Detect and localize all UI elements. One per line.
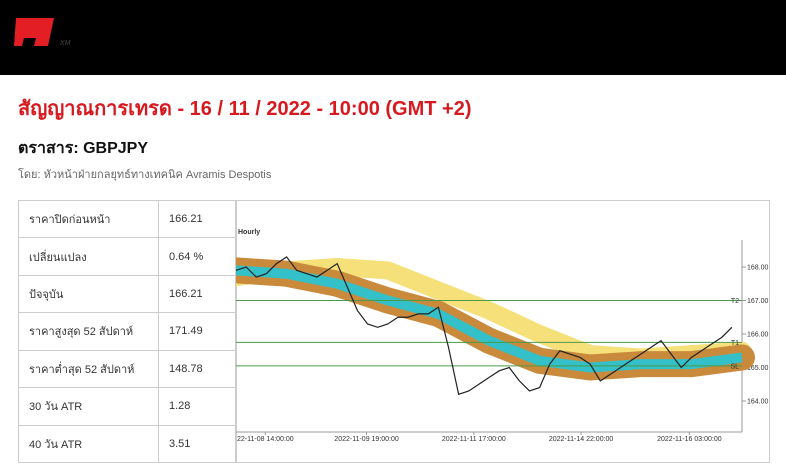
value-cell: 171.49 [158,312,236,351]
table-row: ราคาปิดก่อนหน้า 166.21 [18,199,236,239]
x-tick-label: 22-11-08 14:00:00 [237,436,294,443]
x-tick-label: 2022-11-16 03:00:00 [657,436,722,443]
x-tick-label: 2022-11-14 22:00:00 [549,436,614,443]
band-core [236,265,743,373]
header-bar: XM [0,0,786,75]
value-cell: 0.64 % [158,237,236,276]
value-cell: 166.21 [158,199,236,239]
x-tick-label: 2022-11-09 19:00:00 [334,436,399,443]
table-row: ปัจจุบัน 166.21 [18,274,236,314]
instrument: ตราสาร: GBPJPY [18,140,148,157]
value-cell: 3.51 [158,424,236,464]
table-row: เปลี่ยนแปลง 0.64 % [18,237,236,276]
label-cell: เปลี่ยนแปลง [18,237,159,276]
chart: Hourly 164.00 165.00 166.00 167.00 168.00 22-1… [236,200,770,463]
label-cell: ปัจจุบัน [18,274,159,314]
level-label: T1 [731,340,739,347]
label-cell: ราคาสูงสุด 52 สัปดาห์ [18,312,159,351]
y-tick-label: 165.00 [747,365,769,372]
y-tick-label: 167.00 [747,298,769,305]
value-cell: 148.78 [158,349,236,389]
label-cell: 40 วัน ATR [18,424,159,464]
y-tick-label: 166.00 [747,332,769,339]
logo-icon [14,18,54,46]
table-row: ราคาต่ำสุด 52 สัปดาห์ 148.78 [18,349,236,389]
label-cell: ราคาต่ำสุด 52 สัปดาห์ [18,349,159,389]
chart-frame [236,200,770,463]
table-row: 30 วัน ATR 1.28 [18,387,236,426]
label-cell: ราคาปิดก่อนหน้า [18,199,159,239]
stats-table: ราคาปิดก่อนหน้า 166.21 เปลี่ยนแปลง 0.64 % ปั… [18,199,236,464]
label-cell: 30 วัน ATR [18,387,159,426]
byline: โดย: หัวหน้าฝ่ายกลยุทธ์ทางเทคนิค Avramis… [18,169,272,181]
y-tick-label: 168.00 [747,265,769,272]
level-label: SL [730,363,739,370]
logo: XM [14,18,71,47]
value-cell: 1.28 [158,387,236,426]
table-row: 40 วัน ATR 3.51 [18,424,236,464]
chart-label: Hourly [238,229,260,236]
logo-text: XM [59,40,71,47]
table-row: ราคาสูงสุด 52 สัปดาห์ 171.49 [18,312,236,351]
x-tick-label: 2022-11-11 17:00:00 [442,436,506,443]
title: สัญญาณการเทรด - 16 / 11 / 2022 - 10:00 (… [18,98,472,120]
level-label: T2 [731,298,739,305]
price-line [236,256,733,396]
value-cell: 166.21 [158,274,236,314]
y-tick-label: 164.00 [747,399,769,406]
